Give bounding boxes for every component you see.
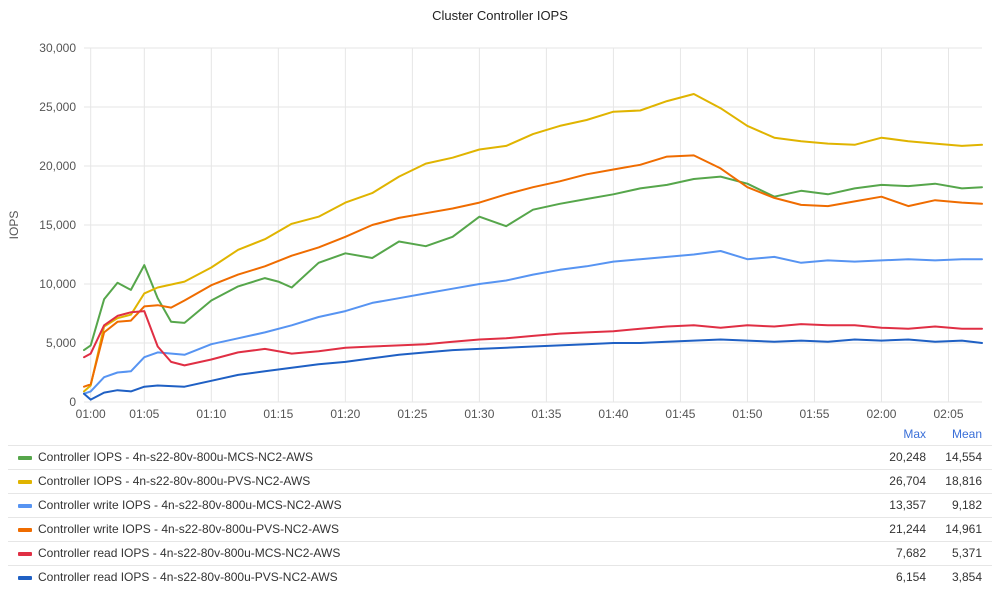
legend-swatch [18,552,32,556]
x-tick-label: 01:55 [799,407,829,421]
y-tick-label: 0 [69,395,76,409]
y-tick-label: 15,000 [39,218,76,232]
line-chart: 0 5,000 10,000 15,000 20,000 25,000 30,000 01:0… [7,41,983,421]
legend-max-value: 7,682 [895,546,926,560]
legend-table: Max Mean Controller IOPS - 4n-s22-80v-80… [8,427,992,589]
x-tick-label: 01:10 [196,407,226,421]
legend-series-name[interactable]: Controller read IOPS - 4n-s22-80v-800u-P… [38,570,338,584]
legend-series-name[interactable]: Controller IOPS - 4n-s22-80v-800u-PVS-NC… [38,474,311,488]
legend-max-value: 20,248 [889,450,926,464]
legend-max-value: 26,704 [889,474,926,488]
y-tick-label: 10,000 [39,277,76,291]
y-tick-label: 30,000 [39,41,76,55]
legend-mean-value: 3,854 [951,570,982,584]
legend-max-value: 21,244 [889,522,926,536]
legend-row[interactable]: Controller read IOPS - 4n-s22-80v-800u-M… [8,541,992,565]
legend-rows: Controller IOPS - 4n-s22-80v-800u-MCS-NC… [8,445,992,589]
legend-series-name[interactable]: Controller write IOPS - 4n-s22-80v-800u-… [38,522,339,536]
x-tick-label: 01:30 [464,407,494,421]
x-tick-label: 02:00 [866,407,896,421]
series-line-3 [83,154,983,388]
legend-row[interactable]: Controller write IOPS - 4n-s22-80v-800u-… [8,517,992,541]
legend-row[interactable]: Controller write IOPS - 4n-s22-80v-800u-… [8,493,992,517]
chart-title: Cluster Controller IOPS [432,8,568,23]
legend-row[interactable]: Controller IOPS - 4n-s22-80v-800u-MCS-NC… [8,445,992,469]
legend-col-max[interactable]: Max [903,427,926,441]
legend-swatch [18,504,32,508]
legend-swatch [18,480,32,484]
x-tick-label: 01:25 [397,407,427,421]
y-tick-label: 25,000 [39,100,76,114]
legend-mean-value: 5,371 [951,546,982,560]
legend-col-mean[interactable]: Mean [951,427,982,441]
legend-series-name[interactable]: Controller write IOPS - 4n-s22-80v-800u-… [38,498,342,512]
legend-max-value: 13,357 [889,498,926,512]
x-tick-label: 01:15 [263,407,293,421]
x-tick-label: 02:05 [933,407,963,421]
x-tick-label: 01:20 [330,407,360,421]
x-tick-label: 01:40 [598,407,628,421]
x-tick-label: 01:00 [76,407,106,421]
legend-mean-value: 18,816 [945,474,982,488]
legend-swatch [18,576,32,580]
series-line-0 [83,175,983,352]
legend-mean-value: 14,554 [945,450,982,464]
y-tick-label: 20,000 [39,159,76,173]
x-tick-label: 01:45 [665,407,695,421]
legend-row[interactable]: Controller read IOPS - 4n-s22-80v-800u-P… [8,565,992,589]
legend-swatch [18,528,32,532]
legend-swatch [18,456,32,460]
legend-max-value: 6,154 [895,570,926,584]
series-line-2 [83,250,983,395]
x-tick-label: 01:35 [531,407,561,421]
legend-mean-value: 9,182 [951,498,982,512]
x-tick-label: 01:05 [129,407,159,421]
legend-series-name[interactable]: Controller read IOPS - 4n-s22-80v-800u-M… [38,546,341,560]
y-tick-label: 5,000 [46,336,76,350]
series-line-5 [83,338,983,401]
legend-mean-value: 14,961 [945,522,982,536]
x-tick-label: 01:50 [732,407,762,421]
legend-row[interactable]: Controller IOPS - 4n-s22-80v-800u-PVS-NC… [8,469,992,493]
y-axis-label: IOPS [7,211,21,240]
series-line-4 [83,310,983,367]
series-line-1 [83,93,983,393]
legend-series-name[interactable]: Controller IOPS - 4n-s22-80v-800u-MCS-NC… [38,450,313,464]
legend-header: Max Mean [8,427,992,445]
